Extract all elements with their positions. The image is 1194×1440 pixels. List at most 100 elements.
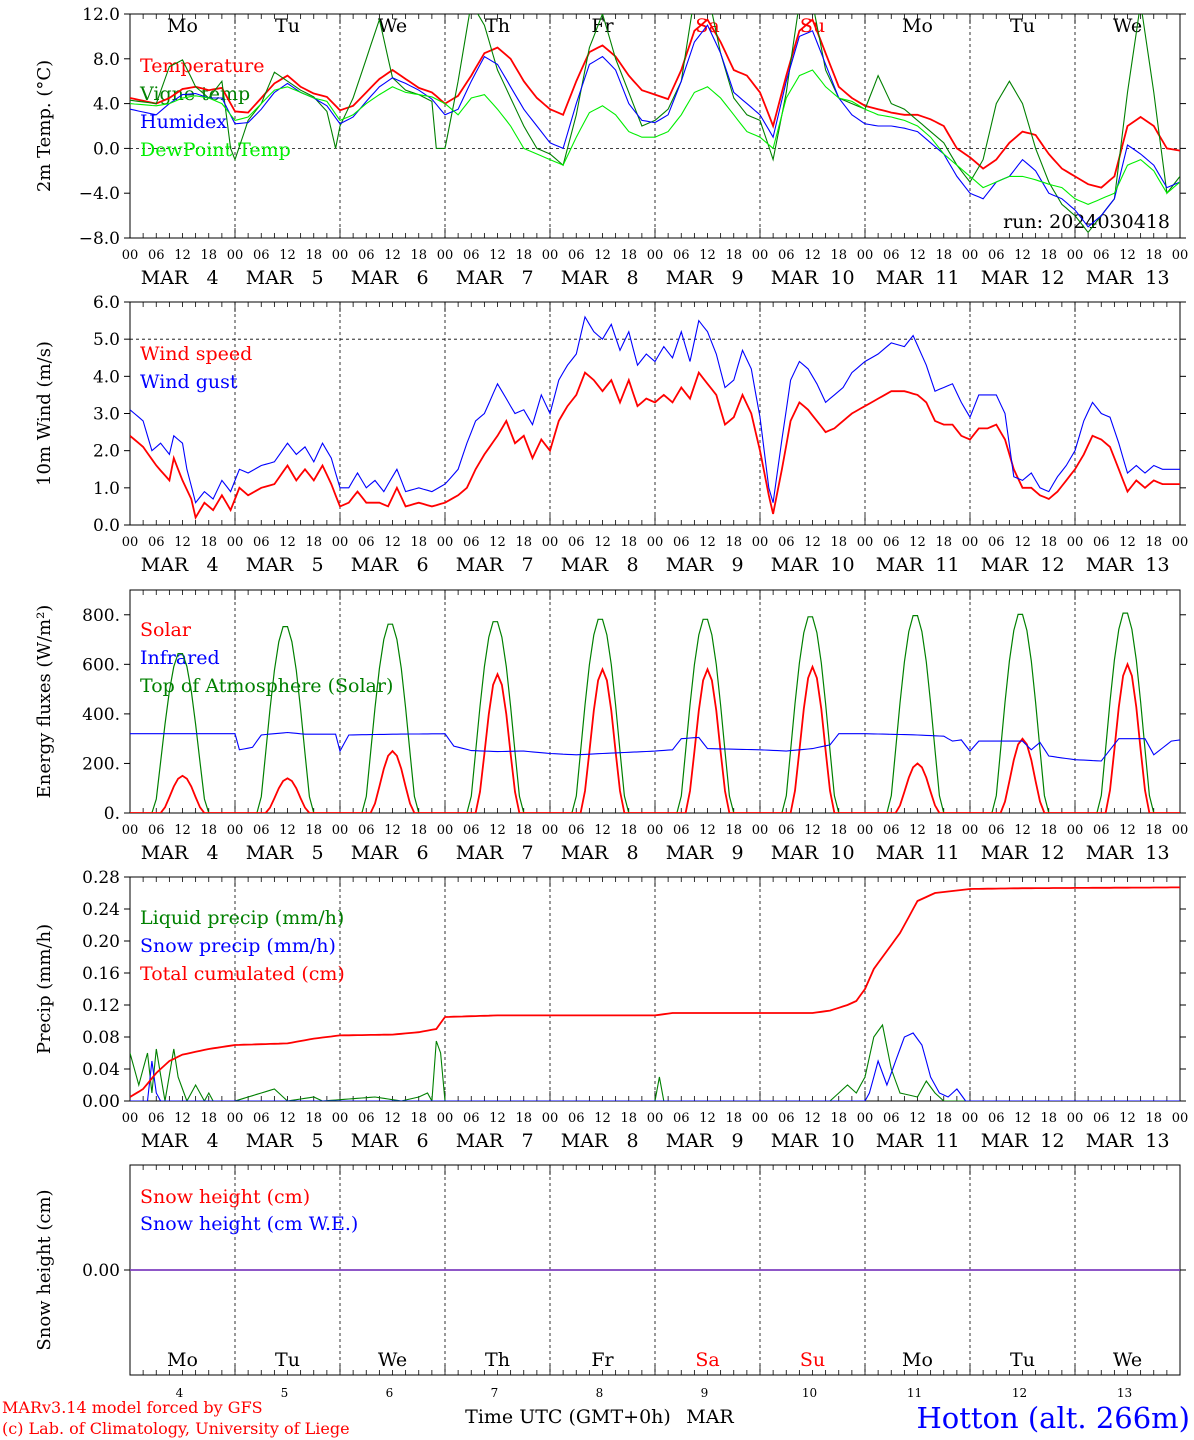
weekday-label: We [378,1349,407,1371]
y-tick-label: 4.0 [93,95,120,115]
legend-entry: Snow height (cm W.E.) [140,1213,358,1235]
date-label: 9 [731,267,743,289]
panel-frame [129,13,1181,239]
date-label: 7 [521,842,533,864]
date-label: 13 [1145,554,1169,576]
hour-tick-label: 06 [673,248,690,263]
hour-tick-label: 06 [253,823,270,838]
series-line [130,69,1180,206]
hour-tick-label: 06 [883,535,900,550]
run-label: run: 2024030418 [1003,211,1170,233]
hour-tick-label: 12 [1014,248,1031,263]
hour-tick-label: 12 [804,1111,821,1126]
hour-tick-label: 00 [542,535,559,550]
month-label: MAR [351,267,399,289]
bottom-date-label: 6 [386,1386,394,1400]
hour-tick-label: 00 [437,535,454,550]
month-label: MAR [666,267,714,289]
legend-entry: Top of Atmosphere (Solar) [140,675,393,697]
date-label: 8 [626,842,638,864]
hour-tick-label: 18 [410,1111,427,1126]
month-label: MAR [141,1130,189,1152]
legend-entry: Humidex [140,111,227,133]
y-axis-label: 2m Temp. (°C) [34,60,55,192]
hour-tick-label: 12 [594,1111,611,1126]
hour-tick-label: 12 [804,823,821,838]
hour-tick-label: 00 [647,823,664,838]
hour-tick-label: 06 [253,1111,270,1126]
weekday-label: Mo [167,1349,198,1371]
legend-entry: Total cumulated (cm) [140,963,345,985]
hour-tick-label: 00 [227,248,244,263]
month-label: MAR [246,842,294,864]
date-label: 10 [830,842,854,864]
weekday-label: Fr [591,15,614,37]
month-label: MAR [1086,842,1134,864]
hour-tick-label: 18 [830,823,847,838]
hour-tick-label: 06 [673,535,690,550]
hour-tick-label: 12 [804,535,821,550]
hour-tick-label: 18 [515,823,532,838]
date-label: 5 [311,1130,323,1152]
hour-tick-label: 00 [752,535,769,550]
y-tick-label: 0.20 [82,932,120,952]
date-label: 9 [731,1130,743,1152]
date-label: 9 [731,554,743,576]
hour-tick-label: 00 [962,1111,979,1126]
weekday-label: Su [800,1349,825,1371]
hour-tick-label: 06 [883,823,900,838]
bottom-date-label: 8 [596,1386,604,1400]
hour-tick-label: 00 [332,535,349,550]
date-label: 5 [311,554,323,576]
date-label: 9 [731,842,743,864]
hour-tick-label: 06 [463,823,480,838]
hour-tick-label: 18 [1145,535,1162,550]
hour-tick-label: 12 [489,248,506,263]
hour-tick-label: 00 [227,823,244,838]
hour-tick-label: 12 [489,1111,506,1126]
legend-entry: Infrared [140,647,220,669]
hour-tick-label: 06 [778,535,795,550]
hour-tick-label: 18 [725,535,742,550]
hour-tick-label: 06 [778,248,795,263]
hour-tick-label: 00 [857,248,874,263]
hour-tick-label: 12 [1119,535,1136,550]
hour-tick-label: 00 [332,248,349,263]
month-label: MAR [876,842,924,864]
hour-tick-label: 00 [1172,248,1189,263]
panel-frame [129,301,1181,526]
legend-entry: Snow precip (mm/h) [140,935,336,957]
month-label: MAR [456,554,504,576]
hour-tick-label: 06 [988,823,1005,838]
hour-tick-label: 12 [384,248,401,263]
month-label: MAR [981,554,1029,576]
y-tick-label: 4.0 [93,367,120,387]
hour-tick-label: 18 [620,823,637,838]
month-label: MAR [1086,267,1134,289]
month-label: MAR [1086,1130,1134,1152]
hour-tick-label: 12 [699,1111,716,1126]
x-axis-month: MAR [686,1406,734,1428]
month-label: MAR [456,267,504,289]
y-tick-label: 400. [82,705,120,725]
weekday-label: Mo [167,15,198,37]
hour-tick-label: 18 [1145,823,1162,838]
series-line [130,315,1180,504]
bottom-date-label: 12 [1012,1386,1027,1400]
hour-tick-label: 12 [1014,1111,1031,1126]
hour-tick-label: 00 [437,248,454,263]
series-line-toa-solar [130,612,1180,813]
y-tick-label: 0.08 [82,1028,120,1048]
hour-tick-label: 06 [358,1111,375,1126]
month-label: MAR [771,267,819,289]
series-line [130,370,1180,521]
hour-tick-label: 06 [568,1111,585,1126]
date-label: 12 [1040,554,1064,576]
hour-tick-label: 06 [358,248,375,263]
bottom-date-label: 9 [701,1386,709,1400]
hour-tick-label: 00 [227,1111,244,1126]
hour-tick-label: 18 [620,535,637,550]
date-label: 11 [935,554,959,576]
date-label: 6 [416,267,428,289]
hour-tick-label: 18 [935,535,952,550]
